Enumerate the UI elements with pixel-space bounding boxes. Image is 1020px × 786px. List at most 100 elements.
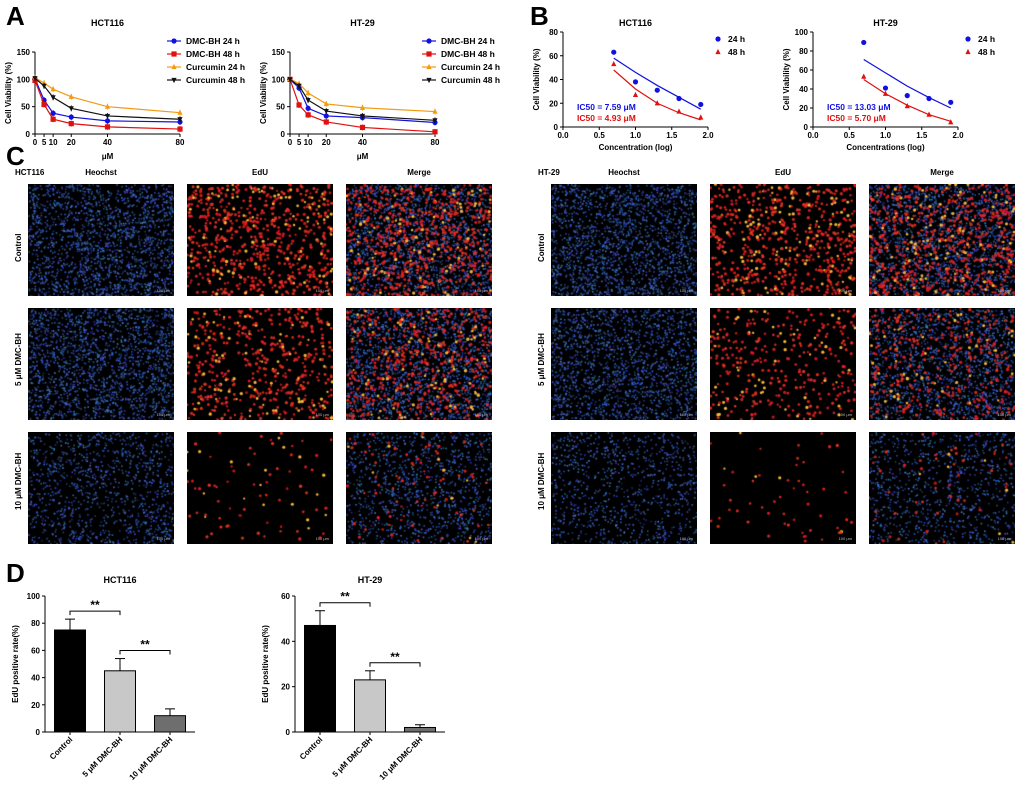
data-point-s3: [323, 108, 329, 115]
data-point-s3: [287, 77, 293, 83]
scale-bar-label: 100 μm: [838, 288, 852, 293]
micro-canvas: [28, 184, 174, 296]
micro-canvas: [187, 184, 333, 296]
data-point-s0: [904, 93, 910, 99]
data-point-s1: [948, 119, 954, 125]
data-point-s1: [904, 103, 910, 109]
y-tick-label: 80: [799, 47, 808, 56]
row-label: 10 μM DMC-BH: [537, 452, 546, 510]
y-tick-label: 0: [286, 728, 291, 737]
x-category-label: 10 μM DMC-BH: [378, 735, 425, 782]
micro-canvas: [187, 432, 333, 544]
ic50-annotation: IC50 = 13.03 μM: [827, 102, 891, 112]
x-tick-label: 10: [304, 138, 313, 147]
legend-entry: Curcumin 48 h: [186, 75, 245, 85]
ic50-annotation: IC50 = 5.70 μM: [827, 113, 886, 123]
column-header: Heochst: [85, 168, 117, 177]
x-tick-label: 1.0: [630, 131, 642, 140]
legend-entry: Curcumin 24 h: [186, 62, 245, 72]
panel-letter-c: C: [6, 141, 25, 171]
y-tick-label: 150: [272, 48, 286, 57]
micro-canvas: [28, 308, 174, 420]
x-category-label: Control: [48, 735, 74, 761]
x-category-label: 10 μM DMC-BH: [128, 735, 175, 782]
legend-entry: 48 h: [728, 47, 745, 57]
micro-image-merge: 100 μm: [869, 184, 1015, 296]
row-label: 5 μM DMC-BH: [537, 333, 546, 386]
legend-marker: [965, 48, 971, 55]
row-label: 10 μM DMC-BH: [14, 452, 23, 510]
micro-image-red: 100 μm: [710, 184, 856, 296]
x-tick-label: 20: [67, 138, 76, 147]
data-point-s1: [68, 121, 74, 127]
x-tick-label: 40: [103, 138, 112, 147]
x-axis-label: Concentrations (log): [846, 143, 925, 152]
x-tick-label: 1.5: [916, 131, 928, 140]
micro-canvas: [346, 184, 492, 296]
data-point-s1: [305, 112, 311, 118]
micro-image-merge: 100 μm: [346, 184, 492, 296]
data-point-s1: [177, 126, 183, 132]
scale-bar-label: 100 μm: [156, 412, 170, 417]
y-axis-label: Cell Viability (%): [782, 48, 791, 110]
data-point-s1: [632, 91, 639, 98]
significance-bracket: [69, 610, 121, 616]
legend-marker: [715, 48, 721, 55]
legend-marker: [426, 63, 432, 70]
data-point-s0: [926, 95, 932, 102]
fit-curve-0: [863, 59, 952, 109]
data-point-s1: [41, 101, 47, 108]
micro-image-blue: 100 μm: [28, 184, 174, 296]
data-point-s2: [177, 109, 183, 115]
x-category-label: 5 μM DMC-BH: [81, 735, 125, 779]
scale-bar-label: 100 μm: [474, 536, 488, 541]
micro-canvas: [710, 308, 856, 420]
x-axis-label: Concentration (log): [599, 143, 673, 152]
data-point-s0: [50, 110, 56, 116]
scale-bar-label: 100 μm: [156, 288, 170, 293]
bar-1: [104, 670, 136, 733]
scale-bar-label: 100 μm: [997, 412, 1011, 417]
y-tick-label: 0: [281, 130, 286, 139]
x-tick-label: 1.5: [666, 131, 678, 140]
data-point-s0: [948, 99, 954, 105]
y-tick-label: 20: [549, 99, 558, 108]
y-tick-label: 80: [31, 619, 40, 628]
significance-bracket: [369, 662, 421, 667]
micro-image-blue: 100 μm: [28, 308, 174, 420]
significance-bracket: [319, 602, 371, 607]
significance-bracket: [119, 650, 171, 655]
series-line-0: [34, 78, 181, 123]
legend-marker: [171, 38, 177, 44]
legend-marker: [426, 38, 432, 44]
row-label: Control: [537, 233, 546, 262]
chart-title: HT-29: [358, 575, 383, 585]
data-point-s3: [50, 95, 56, 101]
micro-image-blue: 100 μm: [28, 432, 174, 544]
chart-d-ht29: HT-29 0 20 40 60 EdU positive rate(%) Control 5…: [261, 575, 445, 782]
scale-bar-label: 100 μm: [679, 536, 693, 541]
x-tick-label: 40: [358, 138, 367, 147]
data-point-s0: [861, 39, 867, 46]
data-point-s2: [68, 93, 74, 99]
x-tick-label: 10: [49, 138, 58, 147]
micro-image-merge: 100 μm: [346, 432, 492, 544]
x-tick-label: 0: [33, 138, 38, 147]
scale-bar-label: 100 μm: [679, 288, 693, 293]
scale-bar-label: 100 μm: [838, 412, 852, 417]
micro-canvas: [869, 308, 1015, 420]
data-point-s0: [68, 114, 74, 120]
fit-curve-0: [613, 57, 702, 110]
series-line-2: [289, 78, 436, 113]
x-tick-label: 20: [322, 138, 331, 147]
y-tick-label: 0: [804, 123, 809, 132]
x-tick-label: 5: [297, 138, 302, 147]
y-tick-label: 100: [27, 592, 41, 601]
chart-title: HT-29: [873, 18, 898, 28]
data-point-s3: [104, 113, 111, 120]
data-point-s3: [432, 118, 438, 124]
micro-canvas: [710, 432, 856, 544]
y-tick-label: 80: [549, 28, 558, 37]
panel-letter-a: A: [6, 1, 25, 31]
scale-bar-label: 100 μm: [474, 288, 488, 293]
